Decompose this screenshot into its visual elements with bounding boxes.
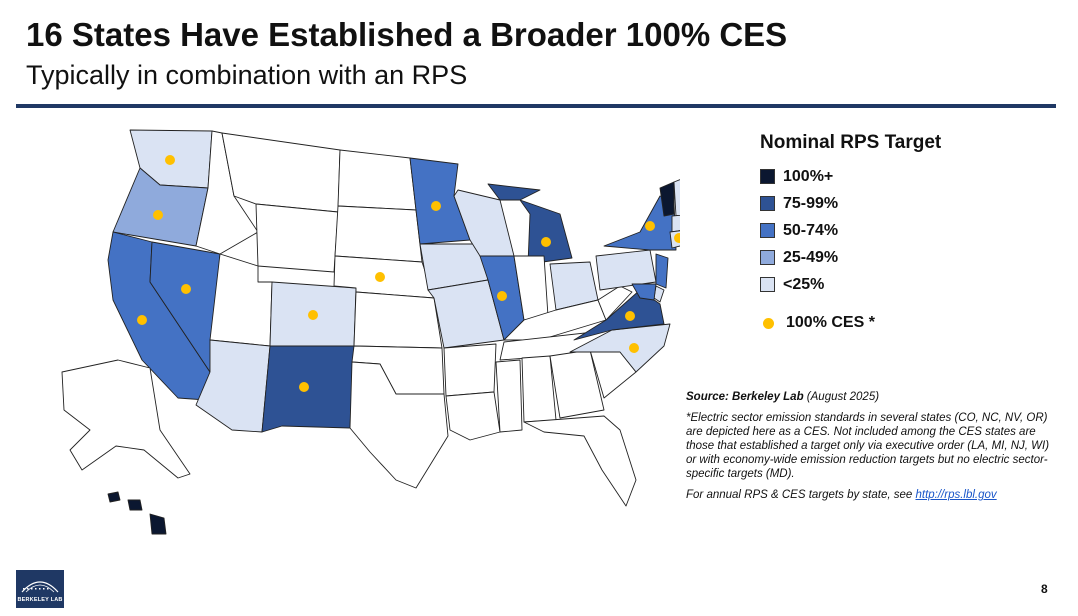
state-west-virginia xyxy=(597,285,633,321)
state-south-dakota xyxy=(334,205,423,263)
ces-marker-minnesota xyxy=(431,201,441,211)
legend-label: 100% CES * xyxy=(786,314,875,331)
state-kansas xyxy=(353,291,443,349)
legend-label: 75-99% xyxy=(783,194,839,212)
legend-item: 100%+ xyxy=(760,163,941,190)
state-texas xyxy=(349,361,449,489)
ces-marker-virginia xyxy=(625,311,635,321)
legend-swatch-75-99 xyxy=(760,196,775,211)
slide-title: 16 States Have Established a Broader 100… xyxy=(26,16,788,53)
legend-swatch-100-plus xyxy=(760,169,775,184)
ces-dot-icon xyxy=(763,317,774,329)
logo-text: BERKELEY LAB xyxy=(17,597,63,603)
ces-marker-connecticut xyxy=(674,233,680,243)
ces-marker-north-carolina xyxy=(629,343,639,353)
state-mississippi xyxy=(495,359,523,433)
legend-item-ces: 100% CES * xyxy=(760,314,941,332)
legend-title: Nominal RPS Target xyxy=(760,132,942,153)
legend-item: 50-74% xyxy=(760,217,941,244)
legend-label: 50-74% xyxy=(783,221,839,239)
state-arkansas xyxy=(443,343,497,397)
logo-arc-icon xyxy=(21,581,59,593)
legend-label: 25-49% xyxy=(783,248,839,266)
state-wyoming xyxy=(255,203,339,273)
ces-marker-michigan xyxy=(541,237,551,247)
us-state-map xyxy=(61,129,680,535)
legend-label: 100%+ xyxy=(783,167,834,185)
state-florida xyxy=(523,415,637,507)
ces-marker-nevada xyxy=(181,284,191,294)
legend-swatch-50-74 xyxy=(760,223,775,238)
ces-marker-new-mexico xyxy=(299,382,309,392)
ces-marker-nebraska xyxy=(375,272,385,282)
state-vermont xyxy=(659,181,675,217)
state-north-dakota xyxy=(337,149,417,211)
state-new-jersey xyxy=(655,253,669,289)
ces-marker-new-york xyxy=(645,221,655,231)
source-label: Source: Berkeley Lab xyxy=(686,391,804,403)
state-michigan xyxy=(487,183,573,265)
legend-label: <25% xyxy=(783,275,825,293)
state-new-hampshire xyxy=(673,179,680,217)
state-utah xyxy=(209,253,273,347)
state-missouri xyxy=(427,279,505,349)
state-montana xyxy=(221,132,341,213)
ces-marker-oregon xyxy=(153,210,163,220)
state-alaska xyxy=(61,359,191,479)
map-legend: Nominal RPS Target 100%+ 75-99% 50-74% 2… xyxy=(760,132,941,332)
ces-marker-colorado xyxy=(308,310,318,320)
source-line: Source: Berkeley Lab (August 2025) xyxy=(686,390,1062,404)
page-number: 8 xyxy=(1041,582,1048,596)
legend-item: 75-99% xyxy=(760,190,941,217)
state-massachusetts xyxy=(671,214,680,233)
ces-marker-california xyxy=(137,315,147,325)
legend-item: 25-49% xyxy=(760,244,941,271)
ces-marker-washington xyxy=(165,155,175,165)
notes-block: Source: Berkeley Lab (August 2025) *Elec… xyxy=(686,390,1062,509)
title-divider xyxy=(16,104,1056,108)
legend-swatch-25-49 xyxy=(760,250,775,265)
legend-swatch-under-25 xyxy=(760,277,775,292)
footnote: *Electric sector emission standards in s… xyxy=(686,412,1050,480)
berkeley-lab-logo: BERKELEY LAB xyxy=(16,570,64,608)
source-date: (August 2025) xyxy=(803,391,880,403)
ces-marker-illinois xyxy=(497,291,507,301)
slide-subtitle: Typically in combination with an RPS xyxy=(26,60,468,90)
state-maryland xyxy=(631,283,657,301)
link-line: For annual RPS & CES targets by state, s… xyxy=(686,488,1062,502)
state-alabama xyxy=(521,355,557,423)
state-hawaii xyxy=(107,491,167,535)
legend-item: <25% xyxy=(760,271,941,298)
state-louisiana xyxy=(445,391,501,441)
link-prefix: For annual RPS & CES targets by state, s… xyxy=(686,489,916,501)
rps-link[interactable]: http://rps.lbl.gov xyxy=(915,489,997,501)
